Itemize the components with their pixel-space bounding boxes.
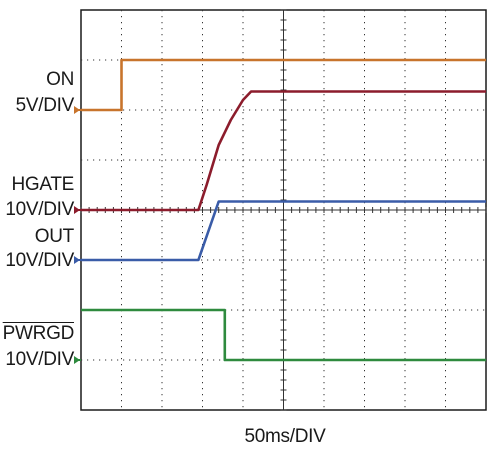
traces [81, 58, 486, 362]
trace-pwrgd [81, 308, 486, 362]
marker-pwrgd [74, 356, 80, 364]
label-on-scale: 5V/DIV [15, 95, 75, 116]
label-pwrgd-scale: 10V/DIV [5, 349, 74, 370]
label-hgate-scale: 10V/DIV [5, 199, 74, 220]
trace-out [81, 200, 486, 262]
label-hgate: HGATE [11, 174, 74, 195]
x-axis-label: 50ms/DIV [244, 426, 326, 447]
marker-hgate [74, 206, 80, 214]
label-out: OUT [34, 226, 75, 247]
label-out-scale: 10V/DIV [5, 250, 74, 271]
label-on: ON [46, 69, 74, 90]
channel-markers [74, 106, 81, 364]
trace-on [81, 58, 486, 112]
label-pwrgd: PWRGD [2, 323, 75, 344]
trace-hgate [81, 90, 486, 212]
marker-out [74, 256, 80, 264]
marker-on [74, 106, 80, 114]
